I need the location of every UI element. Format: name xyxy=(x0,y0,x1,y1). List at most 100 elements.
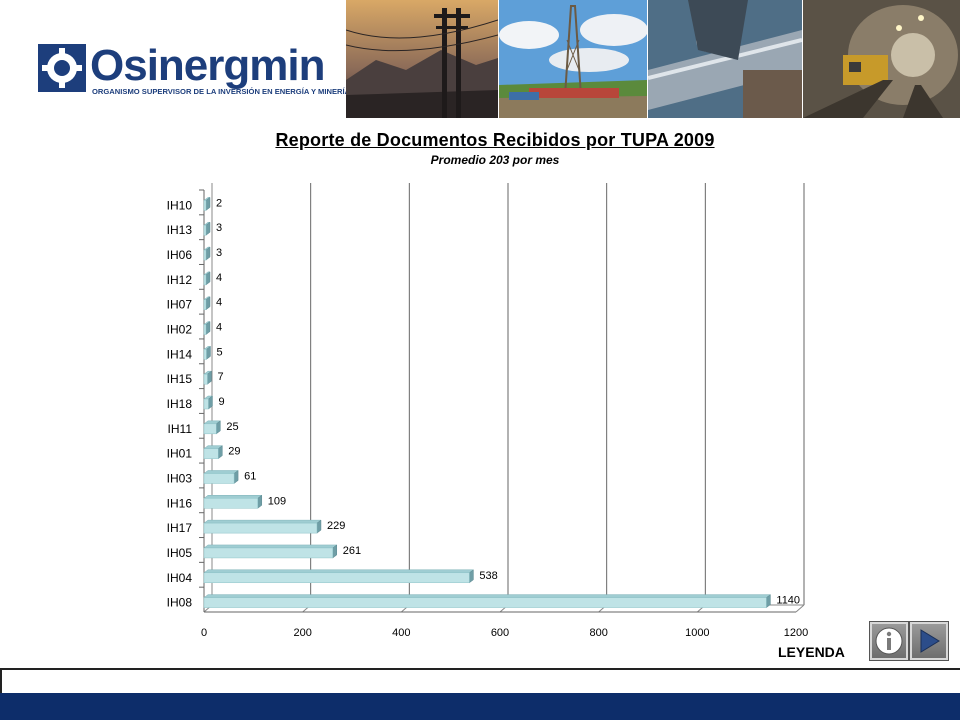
photo-drilling-rig xyxy=(499,0,647,118)
chart-bars xyxy=(203,196,772,609)
value-label-IH15: 7 xyxy=(217,371,223,383)
x-tick-label-4: 800 xyxy=(589,627,607,639)
bar-top-IH16 xyxy=(203,495,263,499)
logo-wordmark: Osinergmin xyxy=(90,41,325,90)
bar-IH17 xyxy=(203,519,322,534)
category-label-7: IH15 xyxy=(167,372,193,386)
value-label-IH01: 29 xyxy=(228,446,240,458)
bar-IH10 xyxy=(203,196,211,211)
bar-front-IH16 xyxy=(203,498,259,509)
bar-top-IH17 xyxy=(203,519,322,524)
bar-IH06 xyxy=(203,246,211,261)
footer-edge xyxy=(0,670,2,693)
osinergmin-logo-icon xyxy=(38,44,86,92)
next-button[interactable] xyxy=(910,622,948,660)
category-label-10: IH01 xyxy=(167,447,193,461)
photo-power-lines xyxy=(346,0,498,118)
bar-IH15 xyxy=(203,370,213,385)
category-label-16: IH08 xyxy=(167,596,193,610)
category-label-13: IH17 xyxy=(167,521,193,535)
bar-front-IH14 xyxy=(203,349,207,360)
category-label-4: IH07 xyxy=(167,298,193,312)
bar-IH18 xyxy=(203,395,214,410)
bar-front-IH01 xyxy=(203,448,219,459)
bar-IH04 xyxy=(203,569,475,584)
value-label-IH02: 4 xyxy=(216,322,222,334)
value-label-IH03: 61 xyxy=(244,470,256,482)
info-button[interactable] xyxy=(870,622,908,660)
category-label-12: IH16 xyxy=(167,496,193,510)
bar-top-IH08 xyxy=(203,594,772,598)
bar-front-IH08 xyxy=(203,597,767,608)
bar-front-IH10 xyxy=(203,200,207,211)
bar-IH11 xyxy=(203,420,222,435)
info-icon xyxy=(875,627,903,655)
value-label-IH12: 4 xyxy=(216,272,222,284)
footer-divider xyxy=(0,668,960,670)
value-label-IH11: 25 xyxy=(226,421,238,433)
bar-front-IH07 xyxy=(203,299,207,310)
chart-subtitle: Promedio 203 por mes xyxy=(430,153,560,167)
category-label-11: IH03 xyxy=(167,471,193,485)
category-label-5: IH02 xyxy=(167,323,193,337)
category-label-8: IH18 xyxy=(167,397,193,411)
chart-labels: 0 200 400 600 800 1000 1200 IH10 2 IH13 3 IH06 3 IH12… xyxy=(167,197,809,639)
x-tick-label-0: 0 xyxy=(201,627,207,639)
value-label-IH17: 229 xyxy=(327,520,345,532)
value-label-IH14: 5 xyxy=(216,346,222,358)
bar-front-IH17 xyxy=(203,522,318,534)
x-tick-label-2: 400 xyxy=(392,627,410,639)
header-banner: Osinergmin ORGANISMO SUPERVISOR DE LA IN… xyxy=(0,0,960,120)
bar-front-IH12 xyxy=(203,274,207,286)
value-label-IH04: 538 xyxy=(479,570,497,582)
chart-title: Reporte de Documentos Recibidos por TUPA… xyxy=(275,130,715,150)
bar-IH07 xyxy=(203,296,211,311)
bar-front-IH03 xyxy=(203,473,235,484)
category-label-2: IH06 xyxy=(167,248,193,262)
bar-IH08 xyxy=(203,594,772,609)
footer-bar xyxy=(0,693,960,720)
bar-front-IH11 xyxy=(203,423,217,435)
floor-line-6 xyxy=(795,604,805,613)
value-label-IH16: 109 xyxy=(268,495,286,507)
category-label-6: IH14 xyxy=(167,347,193,361)
osinergmin-logo: Osinergmin ORGANISMO SUPERVISOR DE LA IN… xyxy=(38,40,350,100)
bar-IH16 xyxy=(203,494,263,509)
value-label-IH13: 3 xyxy=(216,222,222,234)
value-label-IH06: 3 xyxy=(216,247,222,259)
bar-IH14 xyxy=(203,345,212,360)
bar-IH12 xyxy=(203,271,211,286)
value-label-IH10: 2 xyxy=(216,197,222,209)
bar-front-IH18 xyxy=(203,398,209,410)
x-tick-label-1: 200 xyxy=(293,627,311,639)
value-label-IH05: 261 xyxy=(343,545,361,557)
bar-IH02 xyxy=(203,321,211,336)
bar-IH05 xyxy=(203,544,338,559)
photo-pipeline-welding xyxy=(648,0,802,118)
category-label-1: IH13 xyxy=(167,223,193,237)
category-label-14: IH05 xyxy=(167,546,193,560)
bar-IH01 xyxy=(203,445,224,460)
value-label-IH18: 9 xyxy=(218,396,224,408)
x-tick-label-3: 600 xyxy=(491,627,509,639)
bar-IH03 xyxy=(203,469,239,484)
bar-IH13 xyxy=(203,221,211,236)
category-label-9: IH11 xyxy=(168,422,193,436)
category-label-15: IH04 xyxy=(167,571,193,585)
bar-front-IH02 xyxy=(203,324,207,335)
x-tick-label-5: 1000 xyxy=(685,627,709,639)
value-label-IH07: 4 xyxy=(216,297,222,309)
category-label-0: IH10 xyxy=(167,198,193,212)
chart-title-block: Reporte de Documentos Recibidos por TUPA… xyxy=(0,130,960,167)
logo-tagline: ORGANISMO SUPERVISOR DE LA INVERSIÓN EN … xyxy=(92,87,351,96)
bar-top-IH03 xyxy=(203,470,239,474)
bar-front-IH13 xyxy=(203,224,207,236)
category-label-3: IH12 xyxy=(167,273,193,287)
bar-front-IH06 xyxy=(203,249,207,261)
bar-front-IH04 xyxy=(203,572,470,584)
value-label-IH08: 1140 xyxy=(776,595,800,607)
play-arrow-icon xyxy=(920,629,940,653)
bar-front-IH15 xyxy=(203,373,208,385)
photo-mine-tunnel xyxy=(803,0,960,118)
